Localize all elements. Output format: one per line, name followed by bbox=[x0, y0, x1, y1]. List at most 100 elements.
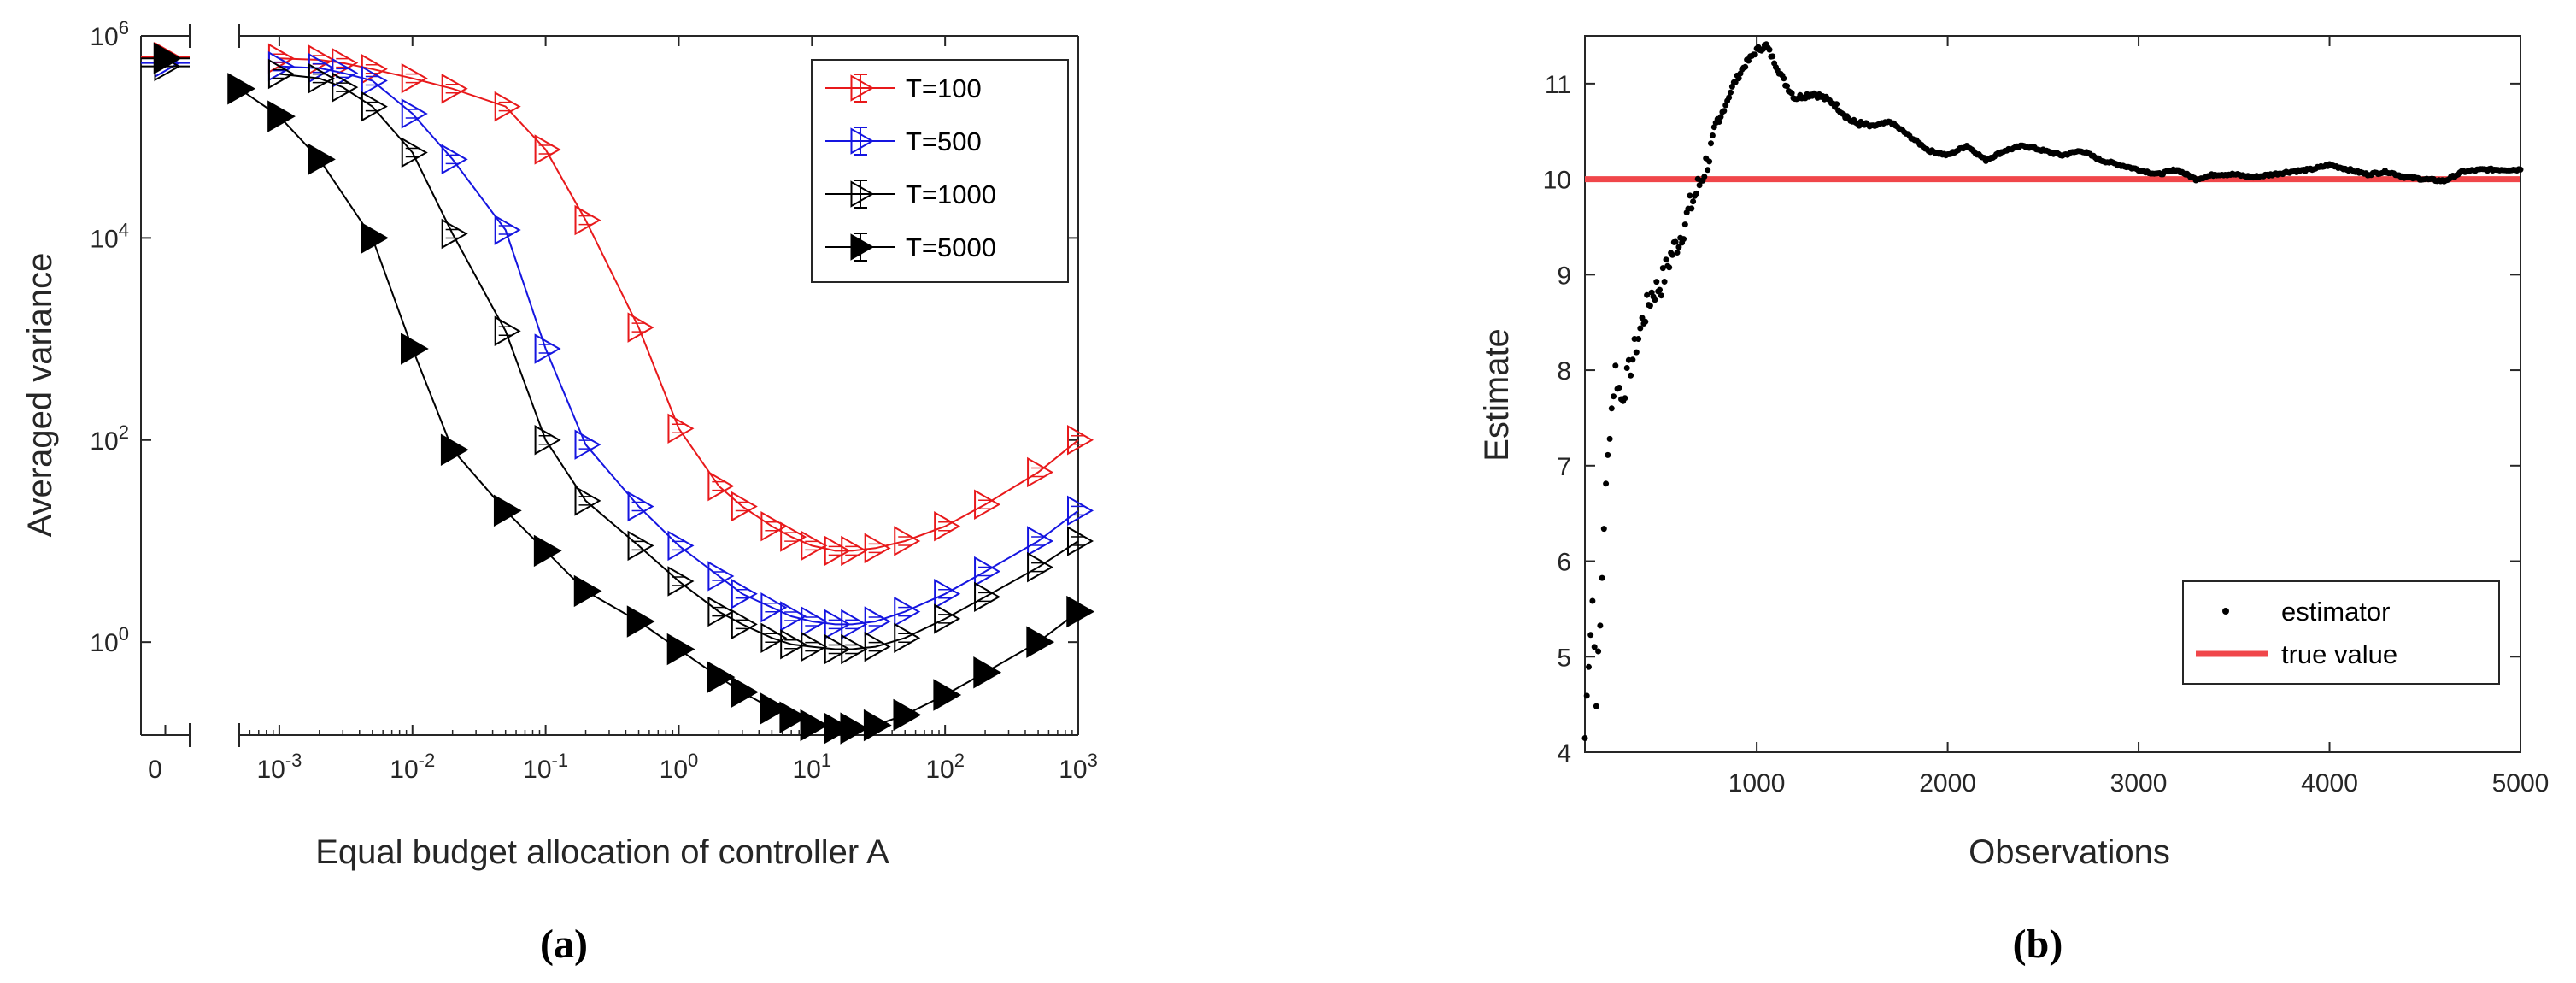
panel-a-y-tick-label: 100 bbox=[90, 623, 129, 657]
panel-b-x-tick-label: 2000 bbox=[1919, 769, 1976, 798]
panel-a-data-marker bbox=[801, 530, 828, 562]
panel-a-data-marker bbox=[780, 521, 807, 552]
panel-a-data-marker bbox=[227, 73, 256, 105]
panel-b-estimator-dot bbox=[1708, 140, 1714, 147]
panel-b-estimator-dot bbox=[1675, 244, 1682, 250]
panel-a-data-marker bbox=[801, 631, 828, 662]
panel-a-data-marker bbox=[1067, 526, 1094, 556]
panel-b-y-tick-label: 9 bbox=[1557, 262, 1571, 290]
panel-a-data-marker bbox=[494, 215, 521, 245]
panel-b-y-tick-label: 8 bbox=[1557, 357, 1571, 386]
panel-b-estimator-dot bbox=[1681, 236, 1687, 243]
panel-a-y-axis-label: Averaged variance bbox=[21, 253, 59, 538]
panel-a-data-marker bbox=[267, 58, 295, 90]
panel-a-data-marker bbox=[707, 661, 736, 693]
caption-a: (a) bbox=[540, 921, 588, 967]
panel-a-data-marker bbox=[841, 633, 868, 665]
panel-a-data-marker bbox=[574, 429, 601, 460]
panel-b-estimator-dot bbox=[1606, 435, 1613, 442]
panel-a-data-marker bbox=[533, 534, 562, 568]
panel-b-estimator-dot bbox=[1766, 46, 1773, 53]
panel-a-data-marker bbox=[731, 675, 759, 709]
panel-b-estimator-dot bbox=[1657, 286, 1663, 293]
legend-marker bbox=[850, 74, 875, 102]
panel-a-data-marker bbox=[864, 533, 891, 564]
panel-b-estimator-dot bbox=[1644, 291, 1651, 298]
legend-marker bbox=[850, 127, 875, 155]
panel-b-x-axis-label: Observations bbox=[1969, 833, 2170, 871]
panel-b-estimator-dot bbox=[1599, 574, 1605, 581]
panel-b-estimator-dot bbox=[1635, 336, 1642, 342]
panel-b-estimator-dot bbox=[1693, 190, 1699, 197]
legend-label: T=1000 bbox=[906, 180, 996, 209]
panel-b-estimator-dot bbox=[1709, 132, 1716, 138]
panel-a-data-marker bbox=[780, 629, 807, 660]
caption-b: (b) bbox=[2013, 921, 2063, 967]
panel-a-data-marker bbox=[841, 609, 868, 640]
panel-a-ticks: 10-3 10-2 10-1 100 101 102 103 0 100 102 104 106 bbox=[90, 17, 1097, 784]
panel-a-data-marker bbox=[893, 698, 922, 732]
panel-a-data-marker bbox=[1027, 456, 1054, 488]
panel-a-data-marker bbox=[534, 425, 561, 456]
panel-b-estimator-dot bbox=[1595, 648, 1602, 655]
panel-b-x-tick-label: 1000 bbox=[1728, 769, 1786, 798]
legend-label: T=5000 bbox=[906, 233, 996, 262]
panel-a-data-marker bbox=[667, 413, 695, 444]
panel-b-data bbox=[1581, 41, 2524, 741]
panel-b-estimator-dot bbox=[1597, 622, 1604, 629]
panel-b-estimator-dot bbox=[1608, 405, 1615, 412]
panel-b-estimator-dot bbox=[1732, 79, 1739, 85]
panel-b: 1000 2000 3000 4000 5000 4 5 6 7 8 9 10 11 Observati… bbox=[1478, 35, 2550, 967]
panel-a-data-marker bbox=[974, 556, 1001, 587]
panel-a-data-marker bbox=[440, 433, 469, 466]
panel-a-data-marker bbox=[894, 596, 921, 627]
panel-b-ticks: 1000 2000 3000 4000 5000 4 5 6 7 8 9 10 11 bbox=[1543, 36, 2550, 798]
panel-b-estimator-dot bbox=[2517, 166, 2524, 173]
panel-b-estimator-dot bbox=[1587, 632, 1594, 639]
panel-a-data-marker bbox=[441, 218, 468, 250]
panel-a-data-marker bbox=[934, 510, 961, 542]
panel-a-data-marker bbox=[627, 312, 654, 343]
panel-b-estimator-dot bbox=[1661, 279, 1668, 285]
panel-a-data-marker bbox=[332, 72, 359, 103]
panel-b-estimator-dot bbox=[1735, 75, 1742, 82]
panel-b-estimator-dot bbox=[1593, 703, 1599, 709]
panel-b-estimator-dot bbox=[1616, 385, 1622, 391]
panel-a-data-marker bbox=[574, 486, 601, 516]
panel-b-estimator-dot bbox=[1646, 303, 1653, 309]
panel-b-y-tick-label: 5 bbox=[1557, 644, 1571, 672]
panel-a-data-marker bbox=[574, 204, 601, 236]
panel-b-estimator-dot bbox=[1658, 292, 1664, 299]
panel-a-data-marker bbox=[779, 701, 808, 733]
panel-a-data-marker bbox=[894, 622, 921, 653]
panel-a-data-marker bbox=[823, 712, 852, 745]
panel-a-data-marker bbox=[760, 692, 789, 725]
panel-a-data-marker bbox=[493, 494, 522, 527]
panel-b-estimator-dot bbox=[1752, 51, 1758, 58]
panel-b-estimator-dot bbox=[1663, 256, 1669, 263]
panel-b-estimator-dot bbox=[1705, 167, 1711, 174]
panel-a-data-marker bbox=[441, 74, 468, 104]
panel-a-data-marker bbox=[401, 137, 428, 168]
panel-a-data-marker bbox=[1027, 526, 1054, 556]
panel-a: 10-3 10-2 10-1 100 101 102 103 0 100 102 104 106 Eq… bbox=[21, 17, 1098, 967]
panel-a-data-marker bbox=[973, 656, 1002, 689]
panel-b-estimator-dot bbox=[1589, 597, 1596, 604]
panel-a-y-tick-label: 106 bbox=[90, 17, 129, 51]
panel-a-data-marker bbox=[707, 470, 735, 502]
panel-a-data-marker bbox=[840, 712, 869, 745]
legend-label: T=100 bbox=[906, 74, 982, 103]
panel-b-x-tick-label: 3000 bbox=[2110, 769, 2168, 798]
panel-b-estimator-dot bbox=[1687, 192, 1693, 199]
panel-a-data-marker bbox=[1067, 495, 1094, 527]
panel-a-data-marker bbox=[308, 62, 335, 94]
panel-a-data-marker bbox=[361, 221, 389, 255]
panel-b-legend: estimator true value bbox=[2182, 580, 2500, 685]
panel-a-data-marker bbox=[824, 535, 851, 567]
panel-a-data-marker bbox=[864, 631, 891, 662]
panel-a-data-marker bbox=[1067, 425, 1094, 456]
panel-b-estimator-dot bbox=[1652, 297, 1658, 303]
panel-b-y-tick-label: 11 bbox=[1545, 71, 1571, 99]
panel-b-x-tick-label: 5000 bbox=[2492, 769, 2550, 798]
